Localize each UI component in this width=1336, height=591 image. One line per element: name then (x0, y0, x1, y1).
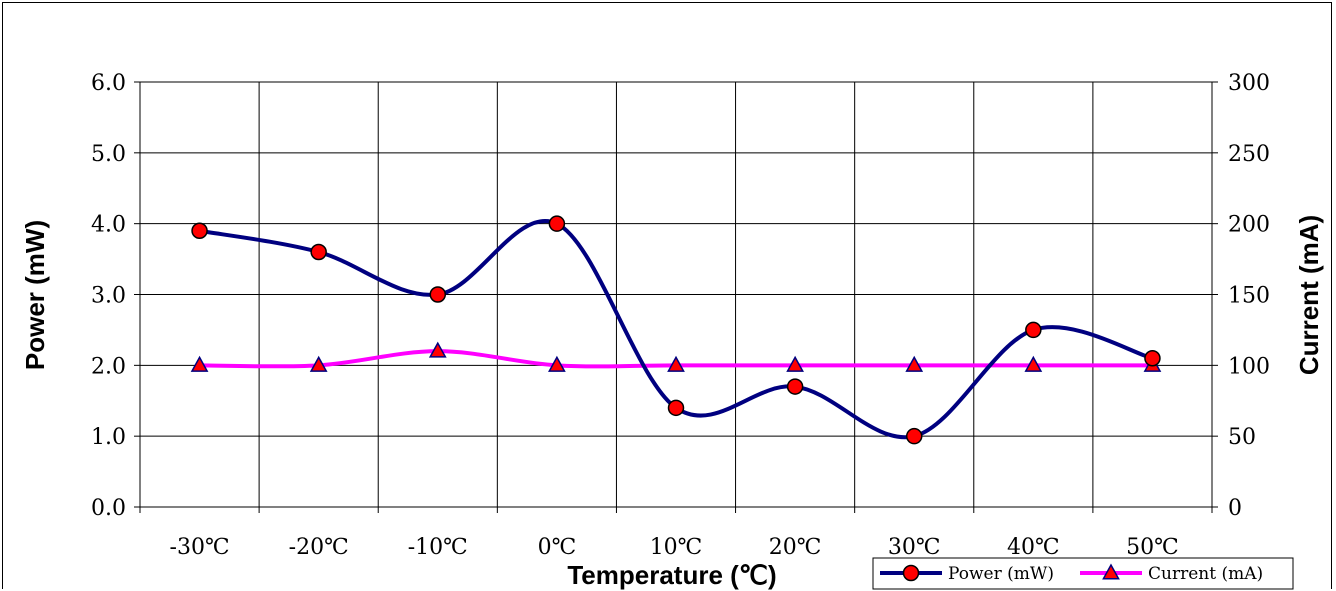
legend: Power (mW) Current (mA) (872, 557, 1294, 590)
legend-power-label: Power (mW) (948, 564, 1054, 584)
left-tick-label: 4.0 (91, 213, 126, 238)
x-tick-label: -30℃ (170, 535, 230, 560)
left-tick-label: 0.0 (91, 496, 126, 521)
current-data-point (1024, 355, 1043, 372)
legend-current-label: Current (mA) (1148, 564, 1263, 584)
series-markers (190, 215, 1162, 445)
power-data-point (1025, 321, 1042, 339)
left-tick-label: 3.0 (91, 284, 126, 309)
y-axis-left-title: Power (mW) (20, 220, 50, 370)
left-tick-label: 1.0 (91, 425, 126, 450)
power-data-point (905, 427, 923, 445)
right-axis-ticks: 0 50 100 150 200 250 300 (1212, 71, 1270, 521)
left-tick-label: 2.0 (91, 354, 126, 379)
y-axis-right-title: Current (mA) (1294, 215, 1324, 375)
right-tick-label: 250 (1228, 142, 1270, 167)
right-tick-label: 100 (1228, 354, 1270, 379)
x-axis-title: Temperature (℃) (567, 560, 776, 590)
current-data-point (428, 341, 447, 358)
x-tick-label: 0℃ (538, 535, 577, 560)
current-data-point (548, 355, 566, 372)
current-data-point (667, 355, 685, 372)
right-tick-label: 50 (1228, 425, 1256, 450)
grid-lines (140, 82, 1212, 507)
right-tick-label: 200 (1228, 213, 1270, 238)
x-axis-ticks: -30℃ -20℃ -10℃ 0℃ 10℃ 20℃ 30℃ 40℃ 50℃ (139, 507, 1213, 560)
x-tick-label: 50℃ (1126, 535, 1179, 560)
x-tick-label: 30℃ (888, 535, 941, 560)
current-data-point (190, 355, 209, 372)
x-tick-label: 20℃ (769, 535, 822, 560)
x-tick-label: -10℃ (408, 535, 468, 560)
power-data-point (310, 243, 327, 261)
right-tick-label: 0 (1228, 496, 1242, 521)
power-data-point (1144, 350, 1161, 367)
current-data-point (309, 355, 328, 372)
right-tick-label: 150 (1228, 284, 1270, 309)
current-data-point (905, 355, 924, 372)
x-tick-label: -20℃ (289, 535, 349, 560)
power-data-point (667, 399, 685, 417)
legend-current-marker (1102, 563, 1120, 580)
current-data-point (786, 355, 804, 372)
power-data-point (548, 215, 566, 232)
legend-power-marker (902, 564, 920, 582)
x-tick-label: 40℃ (1007, 535, 1060, 560)
power-data-point (429, 286, 447, 303)
x-tick-label: 10℃ (650, 535, 703, 560)
right-tick-label: 300 (1228, 71, 1270, 96)
power-data-point (191, 222, 208, 239)
left-axis-ticks: 0.0 1.0 2.0 3.0 4.0 5.0 6.0 (91, 71, 140, 521)
left-tick-label: 5.0 (91, 142, 126, 167)
power-data-point (786, 378, 804, 395)
left-tick-label: 6.0 (91, 71, 126, 96)
